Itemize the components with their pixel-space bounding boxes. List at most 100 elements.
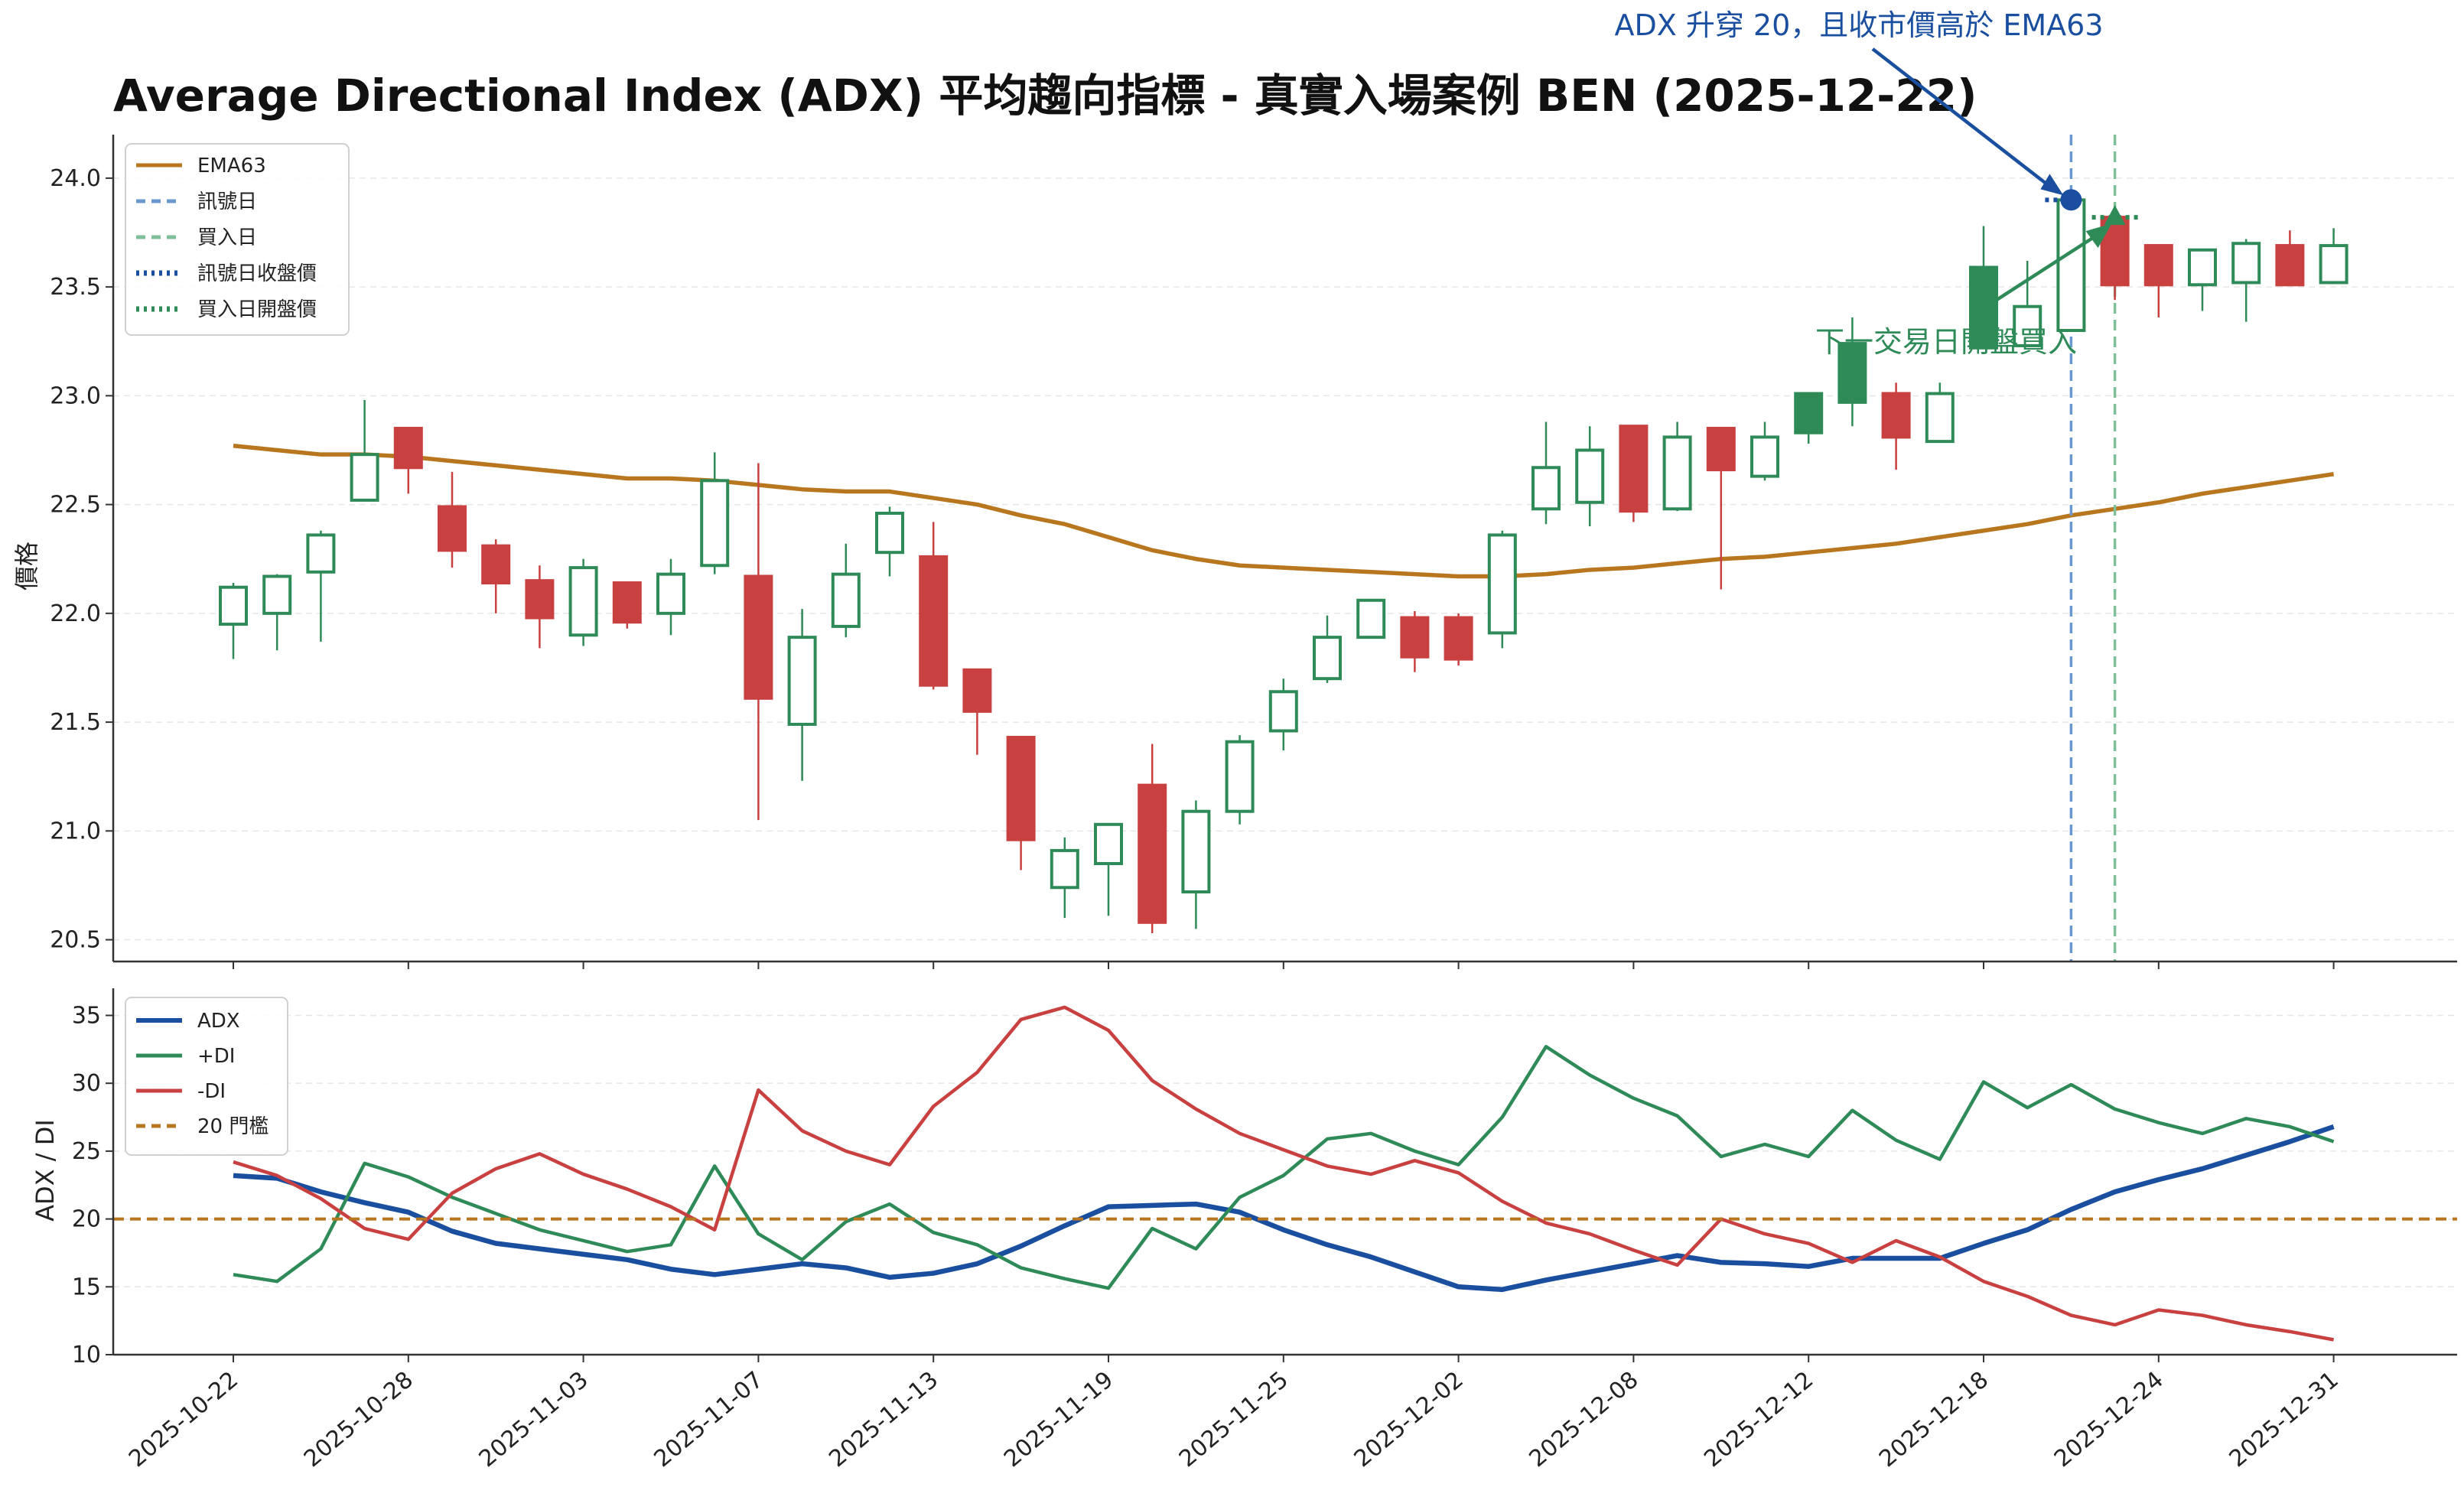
candle	[2013, 260, 2042, 347]
x-tick-label: 2025-12-12	[1699, 1366, 1818, 1472]
legend-label: 買入日開盤價	[197, 298, 317, 321]
price-axes	[112, 135, 2457, 963]
candle-body	[350, 453, 379, 502]
candle	[1575, 426, 1605, 527]
candle-body	[1794, 392, 1824, 434]
price-y-ticks: 20.5 21.0 21.5 22.0 22.5 23.0 23.5 24.0	[50, 165, 113, 954]
price-y-label: 價格	[12, 542, 41, 591]
candle-body	[2319, 244, 2348, 285]
candle-body	[1356, 598, 1386, 639]
price-tick-label: 21.5	[50, 709, 101, 736]
candle	[1444, 613, 1473, 666]
x-tick-label: 2025-11-07	[649, 1366, 768, 1472]
x-tick-label: 2025-11-13	[824, 1366, 943, 1472]
candle	[1050, 837, 1079, 919]
price-tick-label: 23.0	[50, 382, 101, 409]
candle-body	[962, 668, 992, 713]
candle	[700, 452, 730, 574]
adx-tick-label: 25	[72, 1138, 101, 1165]
legend-label: 買入日	[197, 226, 257, 249]
candle	[962, 668, 992, 755]
candle	[2188, 248, 2217, 311]
candle	[1750, 421, 1779, 481]
candle	[831, 543, 861, 638]
adx-di-lines	[113, 1005, 2457, 1342]
candle-body	[1575, 448, 1605, 504]
x-tick-label: 2025-12-31	[2225, 1366, 2344, 1472]
candle-body	[2143, 244, 2173, 287]
candle	[1094, 822, 1123, 916]
signal-annotation-arrow	[1871, 47, 2059, 194]
x-tick-label: 2025-11-03	[474, 1366, 594, 1472]
x-tick-label: 2025-12-08	[1524, 1366, 1643, 1472]
candle	[350, 400, 379, 502]
candle-body	[1050, 848, 1079, 890]
candle-body	[787, 636, 817, 726]
candle	[744, 463, 773, 821]
candle	[1400, 610, 1430, 672]
candle-body	[1444, 616, 1473, 661]
candle-body	[919, 555, 949, 687]
candle-body	[2275, 244, 2305, 287]
candle	[919, 522, 949, 690]
date-x-ticks: 2025-10-22 2025-10-28 2025-11-03 2025-11-07…	[124, 962, 2344, 1472]
candle-body	[1925, 392, 1955, 444]
candle-body	[306, 533, 336, 574]
candle	[787, 609, 817, 781]
candle-body	[525, 579, 555, 620]
candle	[2319, 228, 2348, 285]
price-panel: 20.5 21.0 21.5 22.0 22.5 23.0 23.5 24.0 價格 ADX …	[12, 8, 2457, 963]
ema63-line	[233, 444, 2335, 579]
x-tick-label: 2025-12-18	[1874, 1366, 1994, 1472]
candle	[1881, 382, 1911, 470]
series-line-0	[233, 1124, 2335, 1293]
legend-label: 訊號日	[197, 190, 257, 213]
candle	[481, 539, 511, 613]
candle-body	[1006, 735, 1036, 841]
candle-body	[1750, 435, 1779, 478]
x-tick-label: 2025-12-24	[2049, 1366, 2169, 1472]
candle	[1138, 744, 1167, 934]
series-line-1	[233, 1045, 2335, 1290]
candle-body	[438, 505, 467, 552]
series-line-2	[233, 1005, 2335, 1342]
candle	[1619, 425, 1649, 522]
candle-body	[744, 574, 773, 700]
signal-annotation-arrowhead	[2040, 174, 2064, 196]
candle-body	[568, 566, 598, 637]
signal-close-marker	[2060, 189, 2082, 211]
candle	[1706, 427, 1736, 590]
candle-body	[1138, 783, 1167, 924]
candle	[1837, 317, 1867, 427]
signal-annotation: ADX 升穿 20，且收市價高於 EMA63	[1614, 8, 2103, 42]
price-tick-label: 22.0	[50, 600, 101, 627]
candle-body	[393, 427, 423, 470]
adx-tick-label: 15	[72, 1274, 101, 1300]
candle	[306, 530, 336, 642]
candle	[1356, 598, 1386, 639]
candle	[1225, 735, 1255, 825]
candle-body	[1881, 392, 1911, 439]
price-tick-label: 21.0	[50, 818, 101, 844]
candle	[1531, 421, 1561, 525]
candle	[262, 574, 292, 651]
legend-label: -DI	[197, 1080, 226, 1103]
x-tick-label: 2025-11-19	[999, 1366, 1118, 1472]
candle	[1313, 615, 1342, 683]
candle	[438, 471, 467, 568]
price-tick-label: 24.0	[50, 165, 101, 192]
price-gridlines	[113, 177, 2457, 941]
x-tick-label: 2025-10-28	[299, 1366, 418, 1472]
adx-legend: ADX +DI -DI 20 門檻	[125, 997, 288, 1156]
candle-body	[1706, 427, 1736, 472]
legend-label: 20 門檻	[197, 1115, 269, 1138]
candle	[1794, 392, 1824, 444]
buy-open-marker	[2104, 205, 2126, 226]
candle-body	[700, 479, 730, 568]
candle	[393, 427, 423, 494]
adx-tick-label: 20	[72, 1206, 101, 1233]
candle	[1662, 421, 1692, 512]
price-tick-label: 23.5	[50, 274, 101, 301]
